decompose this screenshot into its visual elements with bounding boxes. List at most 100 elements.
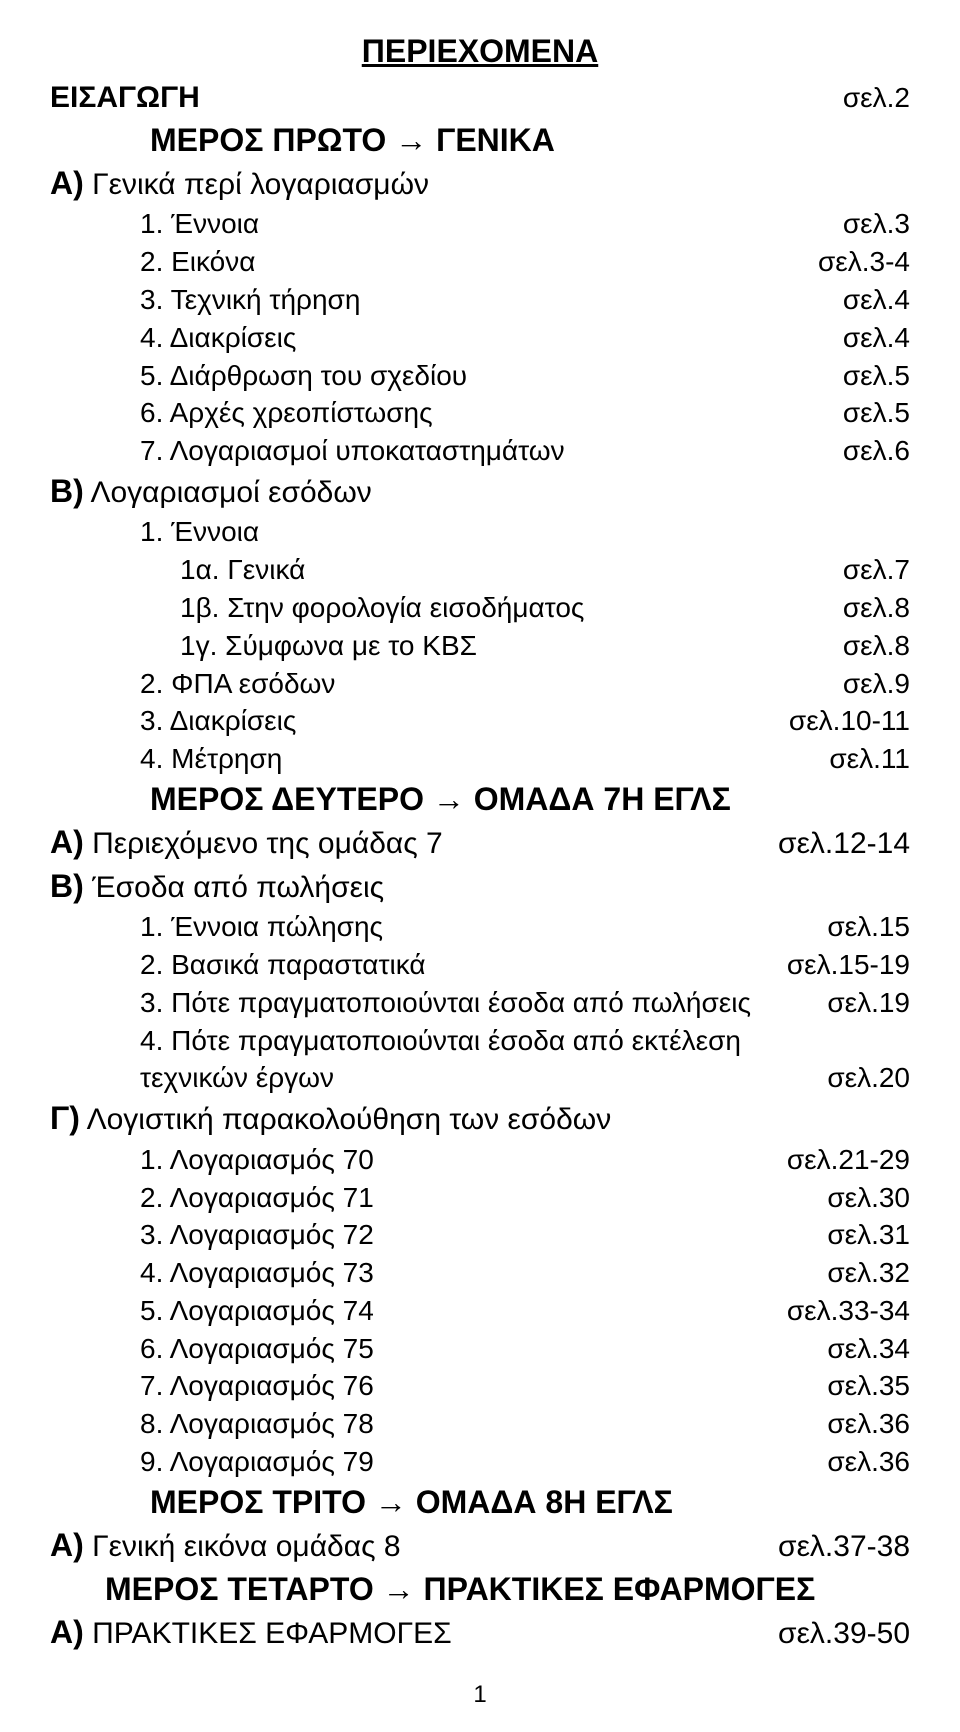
- toc-page: σελ.8: [843, 589, 910, 627]
- section-b2: Β) Έσοδα από πωλήσεις: [50, 865, 910, 909]
- toc-label: 1α. Γενικά: [180, 551, 833, 589]
- section-a3: Α) Γενική εικόνα ομάδας 8 σελ.37-38: [50, 1524, 910, 1568]
- toc-page: σελ.34: [827, 1330, 910, 1368]
- section-a1-label: Γενικά περί λογαριασμών: [92, 168, 429, 201]
- toc-label: 4. Πότε πραγματοποιούνται έσοδα από εκτέ…: [140, 1022, 910, 1060]
- section-a3-label: Γενική εικόνα ομάδας 8: [92, 1530, 400, 1563]
- intro-page: σελ.2: [843, 79, 910, 117]
- section-b1-label: Λογαριασμοί εσόδων: [90, 476, 371, 509]
- toc-item: 1β. Στην φορολογία εισοδήματος σελ.8: [50, 589, 910, 627]
- part4-heading: ΜΕΡΟΣ ΤΕΤΑΡΤΟ → ΠΡΑΚΤΙΚΕΣ ΕΦΑΡΜΟΓΕΣ: [50, 1568, 910, 1611]
- toc-label: 1γ. Σύμφωνα με το ΚΒΣ: [180, 627, 833, 665]
- section-a4-letter: Α): [50, 1614, 84, 1650]
- section-b2-letter: Β): [50, 868, 84, 904]
- intro-row: ΕΙΣΑΓΩΓΗ σελ.2: [50, 78, 910, 119]
- toc-item: 6. Αρχές χρεοπίστωσης σελ.5: [50, 394, 910, 432]
- toc-label: 4. Διακρίσεις: [140, 319, 833, 357]
- toc-item: 4. Λογαριασμός 73 σελ.32: [50, 1254, 910, 1292]
- toc-page: σελ.7: [843, 551, 910, 589]
- toc-page: σελ.3-4: [818, 243, 910, 281]
- toc-label: 5. Διάρθρωση του σχεδίου: [140, 357, 833, 395]
- toc-label: 1. Έννοια: [140, 205, 833, 243]
- section-b2-label: Έσοδα από πωλήσεις: [92, 871, 384, 904]
- toc-label: 8. Λογαριασμός 78: [140, 1405, 817, 1443]
- toc-item: 2. Βασικά παραστατικά σελ.15-19: [50, 946, 910, 984]
- toc-label: 5. Λογαριασμός 74: [140, 1292, 777, 1330]
- toc-page: σελ.32: [827, 1254, 910, 1292]
- toc-page: σελ.36: [827, 1405, 910, 1443]
- toc-item: 1. Έννοια σελ.3: [50, 205, 910, 243]
- toc-page: σελ.15: [827, 908, 910, 946]
- toc-label: 9. Λογαριασμός 79: [140, 1443, 817, 1481]
- toc-page: σελ.21-29: [787, 1141, 910, 1179]
- document-title: ΠΕΡΙΕΧΟΜΕΝΑ: [50, 30, 910, 73]
- toc-item: 4. Μέτρηση σελ.11: [50, 740, 910, 778]
- toc-label: 4. Λογαριασμός 73: [140, 1254, 817, 1292]
- section-a3-page: σελ.37-38: [778, 1527, 910, 1568]
- section-a4-label: ΠΡΑΚΤΙΚΕΣ ΕΦΑΡΜΟΓΕΣ: [92, 1617, 452, 1650]
- toc-item: 7. Λογαριασμός 76 σελ.35: [50, 1367, 910, 1405]
- toc-page: σελ.5: [843, 394, 910, 432]
- toc-label: 7. Λογαριασμός 76: [140, 1367, 817, 1405]
- intro-label: ΕΙΣΑΓΩΓΗ: [50, 78, 833, 119]
- toc-label: 2. Βασικά παραστατικά: [140, 946, 777, 984]
- section-a4: Α) ΠΡΑΚΤΙΚΕΣ ΕΦΑΡΜΟΓΕΣ σελ.39-50: [50, 1611, 910, 1655]
- section-a1-letter: Α): [50, 165, 84, 201]
- toc-label: 3. Διακρίσεις: [140, 702, 779, 740]
- toc-page: σελ.35: [827, 1367, 910, 1405]
- toc-page: σελ.36: [827, 1443, 910, 1481]
- toc-item: 3. Λογαριασμός 72 σελ.31: [50, 1216, 910, 1254]
- toc-item: 1γ. Σύμφωνα με το ΚΒΣ σελ.8: [50, 627, 910, 665]
- part2-heading: ΜΕΡΟΣ ΔΕΥΤΕΡΟ → ΟΜΑΔΑ 7Η ΕΓΛΣ: [50, 778, 910, 821]
- toc-item: 6. Λογαριασμός 75 σελ.34: [50, 1330, 910, 1368]
- toc-item: τεχνικών έργων σελ.20: [50, 1059, 910, 1097]
- toc-label: 1. Έννοια: [140, 513, 900, 551]
- toc-item: 2. Εικόνα σελ.3-4: [50, 243, 910, 281]
- toc-label: 3. Τεχνική τήρηση: [140, 281, 833, 319]
- toc-item: 7. Λογαριασμοί υποκαταστημάτων σελ.6: [50, 432, 910, 470]
- section-c: Γ) Λογιστική παρακολούθηση των εσόδων: [50, 1097, 910, 1141]
- toc-label: 1. Έννοια πώλησης: [140, 908, 817, 946]
- part3-heading: ΜΕΡΟΣ ΤΡΙΤΟ → ΟΜΑΔΑ 8Η ΕΓΛΣ: [50, 1481, 910, 1524]
- toc-page: σελ.4: [843, 281, 910, 319]
- toc-page: σελ.3: [843, 205, 910, 243]
- toc-label: 2. Εικόνα: [140, 243, 808, 281]
- toc-label: 3. Πότε πραγματοποιούνται έσοδα από πωλή…: [140, 984, 821, 1022]
- part1-heading: ΜΕΡΟΣ ΠΡΩΤΟ → ΓΕΝΙΚΑ: [50, 119, 910, 162]
- toc-label: 6. Λογαριασμός 75: [140, 1330, 817, 1368]
- toc-page: σελ.19: [827, 984, 910, 1022]
- toc-item: 5. Λογαριασμός 74 σελ.33-34: [50, 1292, 910, 1330]
- toc-item: 9. Λογαριασμός 79 σελ.36: [50, 1443, 910, 1481]
- toc-page: σελ.30: [827, 1179, 910, 1217]
- toc-item: 4. Πότε πραγματοποιούνται έσοδα από εκτέ…: [50, 1022, 910, 1060]
- toc-item: 3. Διακρίσεις σελ.10-11: [50, 702, 910, 740]
- toc-item: 2. ΦΠΑ εσόδων σελ.9: [50, 665, 910, 703]
- toc-label: 2. ΦΠΑ εσόδων: [140, 665, 833, 703]
- toc-page: σελ.5: [843, 357, 910, 395]
- page-number: 1: [50, 1679, 910, 1711]
- toc-item: 3. Πότε πραγματοποιούνται έσοδα από πωλή…: [50, 984, 910, 1022]
- toc-label: 1. Λογαριασμός 70: [140, 1141, 777, 1179]
- section-a4-page: σελ.39-50: [778, 1614, 910, 1655]
- section-c-label: Λογιστική παρακολούθηση των εσόδων: [87, 1103, 612, 1136]
- toc-page: σελ.11: [829, 740, 910, 778]
- section-a3-letter: Α): [50, 1527, 84, 1563]
- section-a1: Α) Γενικά περί λογαριασμών: [50, 162, 910, 206]
- toc-page: σελ.20: [827, 1059, 910, 1097]
- toc-item: 4. Διακρίσεις σελ.4: [50, 319, 910, 357]
- section-b1: Β) Λογαριασμοί εσόδων: [50, 470, 910, 514]
- toc-page: σελ.4: [843, 319, 910, 357]
- toc-label: 1β. Στην φορολογία εισοδήματος: [180, 589, 833, 627]
- section-a2-label: Περιεχόμενο της ομάδας 7: [92, 827, 443, 860]
- section-c-letter: Γ): [50, 1100, 80, 1136]
- section-b1-letter: Β): [50, 473, 84, 509]
- toc-page: σελ.10-11: [789, 702, 910, 740]
- section-a2-letter: Α): [50, 824, 84, 860]
- toc-item: 1α. Γενικά σελ.7: [50, 551, 910, 589]
- toc-page: σελ.31: [827, 1216, 910, 1254]
- toc-label: 2. Λογαριασμός 71: [140, 1179, 817, 1217]
- toc-label: τεχνικών έργων: [140, 1059, 817, 1097]
- toc-page: σελ.8: [843, 627, 910, 665]
- toc-page: σελ.6: [843, 432, 910, 470]
- toc-page: σελ.33-34: [787, 1292, 910, 1330]
